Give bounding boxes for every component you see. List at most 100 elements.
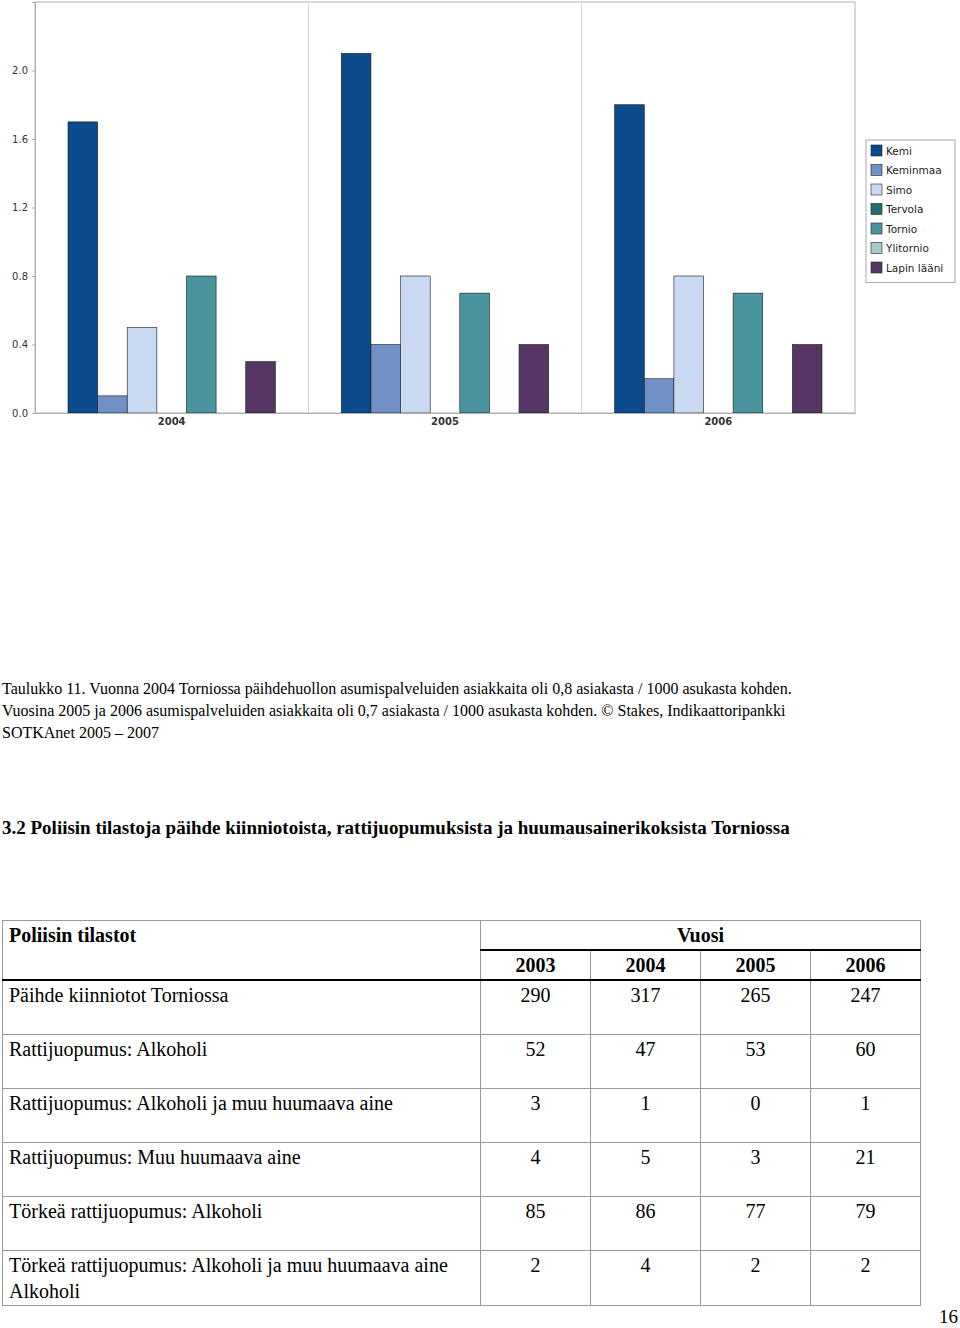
stats-table: Poliisin tilastotVuosi2003200420052006Pä… bbox=[2, 920, 921, 1306]
legend-swatch bbox=[871, 204, 882, 215]
value-cell: 290 bbox=[481, 980, 591, 1034]
value-cell: 3 bbox=[481, 1088, 591, 1142]
bar bbox=[615, 105, 645, 413]
data-row: Päihde kiinniotot Torniossa290317265247 bbox=[3, 980, 921, 1034]
legend-swatch bbox=[871, 223, 882, 234]
legend-swatch bbox=[871, 184, 882, 195]
row-label: Törkeä rattijuopumus: Alkoholi bbox=[3, 1196, 481, 1250]
y-tick-mark bbox=[32, 345, 35, 346]
y-tick: 1.2 bbox=[12, 202, 35, 213]
x-tick: 2006 bbox=[704, 413, 732, 427]
year-cell: 2005 bbox=[701, 950, 811, 980]
bars bbox=[68, 53, 822, 413]
legend-label: Tervola bbox=[885, 203, 923, 215]
y-tick-mark bbox=[32, 139, 35, 140]
row-label: Rattijuopumus: Muu huumaava aine bbox=[3, 1142, 481, 1196]
legend-entry: Tornio bbox=[871, 223, 917, 235]
legend-box bbox=[866, 140, 955, 283]
bar bbox=[341, 53, 371, 413]
y-axis: 0.0 0.4 0.8 1.2 1.6 2.0 bbox=[12, 3, 35, 419]
y-tick: 0.8 bbox=[12, 271, 35, 282]
data-row: Rattijuopumus: Alkoholi ja muu huumaava … bbox=[3, 1088, 921, 1142]
caption: Taulukko 11. Vuonna 2004 Torniossa päihd… bbox=[2, 678, 792, 744]
header-row: Poliisin tilastotVuosi bbox=[3, 921, 921, 951]
value-cell: 0 bbox=[701, 1088, 811, 1142]
x-axis: 2004 2005 2006 bbox=[36, 413, 856, 427]
bar bbox=[733, 293, 763, 413]
years-row: 2003200420052006 bbox=[3, 950, 921, 980]
value-cell: 1 bbox=[811, 1088, 921, 1142]
value-cell: 85 bbox=[481, 1196, 591, 1250]
y-tick-label: 1.2 bbox=[12, 202, 28, 213]
y-tick-mark bbox=[32, 276, 35, 277]
y-tick-mark bbox=[32, 71, 35, 72]
y-axis-line bbox=[32, 3, 36, 414]
legend-entry: Kemi bbox=[871, 145, 912, 157]
legend: Kemi Keminmaa Simo Tervola Tornio Ylitornio La… bbox=[866, 140, 955, 283]
value-cell: 79 bbox=[811, 1196, 921, 1250]
value-cell: 4 bbox=[591, 1250, 701, 1305]
y-tick: 1.6 bbox=[12, 134, 35, 145]
value-cell: 247 bbox=[811, 980, 921, 1034]
value-cell: 317 bbox=[591, 980, 701, 1034]
legend-label: Kemi bbox=[886, 145, 912, 157]
value-cell: 2 bbox=[481, 1250, 591, 1305]
y-tick-label: 0.8 bbox=[12, 271, 28, 282]
year-cell: 2003 bbox=[481, 950, 591, 980]
data-row: Rattijuopumus: Muu huumaava aine45321 bbox=[3, 1142, 921, 1196]
value-cell: 265 bbox=[701, 980, 811, 1034]
y-tick: 2.0 bbox=[12, 65, 35, 76]
row-label: Törkeä rattijuopumus: Alkoholi ja muu hu… bbox=[3, 1250, 481, 1305]
value-cell: 52 bbox=[481, 1034, 591, 1088]
legend-swatch bbox=[871, 243, 882, 254]
value-cell: 47 bbox=[591, 1034, 701, 1088]
x-tick-label: 2006 bbox=[704, 416, 732, 427]
legend-entry: Lapin lääni bbox=[871, 262, 943, 274]
y-tick-mark bbox=[32, 208, 35, 209]
bar bbox=[246, 362, 276, 413]
caption-line: Vuosina 2005 ja 2006 asumispalveluiden a… bbox=[2, 700, 792, 722]
value-cell: 3 bbox=[701, 1142, 811, 1196]
page-number: 16 bbox=[939, 1306, 958, 1328]
legend-entry: Keminmaa bbox=[871, 164, 942, 176]
bar bbox=[644, 379, 674, 413]
data-row: Rattijuopumus: Alkoholi52475360 bbox=[3, 1034, 921, 1088]
row-label: Rattijuopumus: Alkoholi ja muu huumaava … bbox=[3, 1088, 481, 1142]
legend-swatch bbox=[871, 145, 882, 156]
value-cell: 53 bbox=[701, 1034, 811, 1088]
x-tick: 2005 bbox=[431, 413, 459, 427]
year-cell: 2004 bbox=[591, 950, 701, 980]
bar bbox=[674, 276, 704, 413]
legend-label: Lapin lääni bbox=[886, 262, 943, 274]
heading: 3.2 Poliisin tilastoja päihde kiinniotoi… bbox=[2, 817, 790, 839]
header-cell: Poliisin tilastot bbox=[3, 921, 481, 981]
value-cell: 60 bbox=[811, 1034, 921, 1088]
bar bbox=[792, 345, 822, 414]
legend-label: Simo bbox=[886, 184, 912, 196]
bar bbox=[98, 396, 128, 413]
data-row: Törkeä rattijuopumus: Alkoholi ja muu hu… bbox=[3, 1250, 921, 1305]
legend-label: Keminmaa bbox=[886, 164, 942, 176]
legend-label: Tornio bbox=[885, 223, 917, 235]
bar bbox=[460, 293, 490, 413]
value-cell: 21 bbox=[811, 1142, 921, 1196]
bar bbox=[186, 276, 216, 413]
y-tick-mark bbox=[32, 413, 35, 414]
plot-frame bbox=[35, 2, 855, 413]
legend-entry: Tervola bbox=[871, 203, 923, 215]
legend-label: Ylitornio bbox=[885, 242, 929, 254]
x-axis-line bbox=[36, 413, 856, 414]
x-tick-label: 2004 bbox=[158, 416, 186, 427]
value-cell: 77 bbox=[701, 1196, 811, 1250]
value-cell: 5 bbox=[591, 1142, 701, 1196]
group-separator bbox=[581, 2, 582, 413]
y-tick-label: 1.6 bbox=[12, 134, 28, 145]
legend-swatch bbox=[871, 165, 882, 176]
y-tick: 0.4 bbox=[12, 339, 35, 350]
y-tick-label: 2.0 bbox=[12, 65, 28, 76]
y-tick: 0.0 bbox=[12, 408, 35, 419]
bar bbox=[68, 122, 98, 413]
x-tick-label: 2005 bbox=[431, 416, 459, 427]
group-separator bbox=[308, 2, 309, 413]
year-cell: 2006 bbox=[811, 950, 921, 980]
